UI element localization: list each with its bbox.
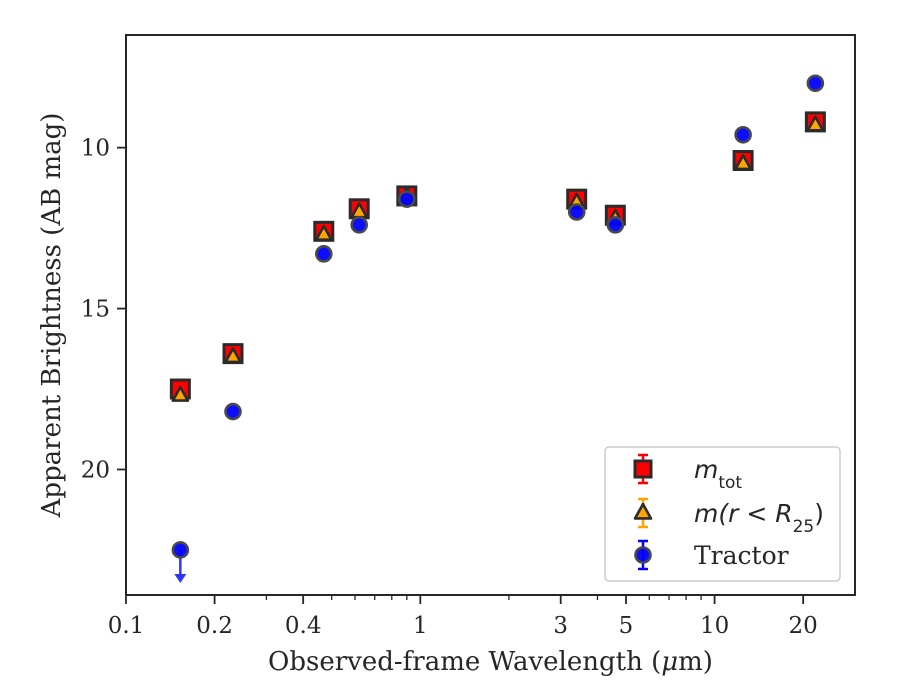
m-r25-marker xyxy=(734,154,752,171)
m-r25-point xyxy=(806,115,825,132)
legend-label: mtot xyxy=(694,455,742,493)
tractor-point xyxy=(314,245,333,263)
legend-triangle-icon xyxy=(633,502,653,520)
legend-label-main: m(r < R xyxy=(694,499,793,528)
tractor-point xyxy=(806,74,825,93)
tractor-point xyxy=(606,216,625,234)
x-tick-label: 20 xyxy=(789,613,818,639)
legend-label-sub: tot xyxy=(718,473,742,493)
legend-label-tail: ) xyxy=(814,499,824,528)
x-tick-label: 5 xyxy=(619,613,634,639)
legend-box xyxy=(604,446,841,582)
x-tick-label: 0.1 xyxy=(108,613,145,639)
y-tick-label: 10 xyxy=(81,136,110,162)
m-r25-point xyxy=(171,385,190,402)
legend-label: Tractor xyxy=(694,541,789,570)
legend-label-sub: 25 xyxy=(793,517,815,537)
legend-item: m(r < R25) xyxy=(633,497,824,537)
tractor-marker xyxy=(734,125,752,144)
m-r25-marker xyxy=(314,224,333,241)
legend-label-main: m xyxy=(694,455,718,484)
m-r25-point xyxy=(734,154,752,171)
m-r25-marker xyxy=(171,385,190,402)
tractor-upper-limit xyxy=(171,541,190,583)
x-tick-label: 3 xyxy=(553,613,568,639)
tractor-marker xyxy=(350,216,368,234)
plot-frame xyxy=(125,34,856,596)
legend-label-main: Tractor xyxy=(694,541,789,570)
legend-square-icon xyxy=(633,459,653,479)
y-axis-label: Apparent Brightness (AB mag) xyxy=(37,113,67,519)
x-tick-label: 0.2 xyxy=(196,613,233,639)
y-tick-label: 20 xyxy=(81,457,110,483)
tractor-marker xyxy=(398,190,416,208)
legend-circle-icon xyxy=(634,546,652,564)
tractor-marker xyxy=(314,245,333,263)
x-tick-label: 10 xyxy=(700,613,729,639)
upper-limit-arrow-head xyxy=(174,573,187,583)
m-r25-point xyxy=(314,224,333,241)
legend-item: Tractor xyxy=(634,539,789,571)
tractor-marker xyxy=(567,203,586,221)
tractor-point xyxy=(567,203,586,221)
data-marks xyxy=(169,74,826,583)
m-r25-point xyxy=(224,347,242,364)
axis-ticks: 0.1 0.2 0.4 1 3 5 10 20 10 15 20 xyxy=(81,136,818,639)
y-tick-label: 15 xyxy=(81,297,110,323)
tractor-point xyxy=(350,216,368,234)
tractor-marker xyxy=(806,74,825,93)
m-r25-marker xyxy=(224,347,242,364)
x-axis-label-post: m) xyxy=(678,647,713,677)
legend-label: m(r < R25) xyxy=(694,499,824,537)
tractor-marker xyxy=(606,216,625,234)
x-axis-label-mu: μ xyxy=(661,647,678,677)
tractor-point xyxy=(224,402,242,421)
tractor-point xyxy=(398,190,416,208)
tractor-marker xyxy=(224,402,242,421)
tractor-point xyxy=(734,125,752,144)
x-axis-label-pre: Observed-frame Wavelength ( xyxy=(268,647,661,677)
legend-item: mtot xyxy=(633,453,742,493)
tractor-marker xyxy=(171,541,190,559)
x-axis-label: Observed-frame Wavelength (μm) xyxy=(268,647,713,677)
legend: mtot m(r < R25) Tractor xyxy=(604,446,841,582)
x-tick-label: 0.4 xyxy=(285,613,322,639)
m-r25-marker xyxy=(806,115,825,132)
x-tick-label: 1 xyxy=(413,613,428,639)
